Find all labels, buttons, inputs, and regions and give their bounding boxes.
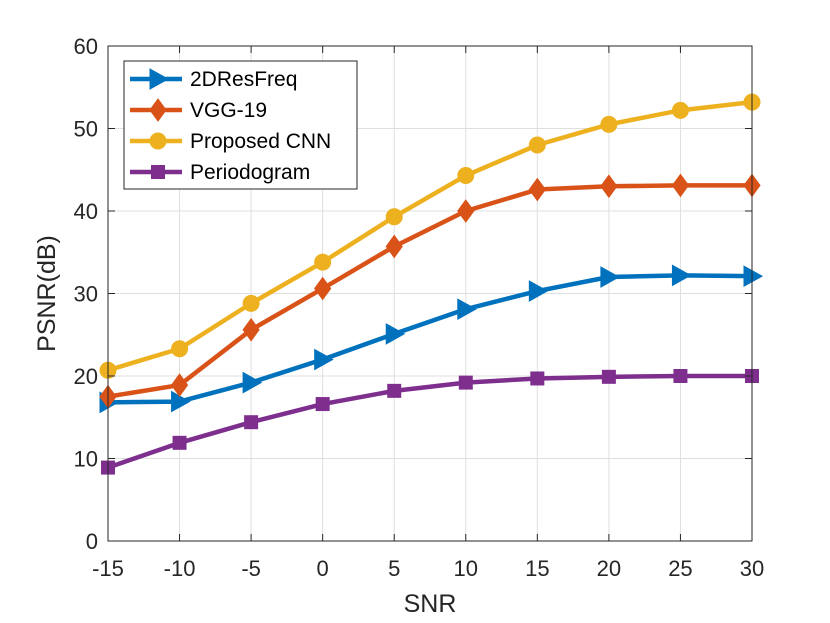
data-point-vgg-19 bbox=[385, 234, 403, 259]
y-axis-title: PSNR(dB) bbox=[33, 235, 61, 352]
x-tick-label: -5 bbox=[241, 556, 261, 581]
x-tick-label: 15 bbox=[525, 556, 549, 581]
data-point-periodogram bbox=[530, 371, 545, 386]
data-point-vgg-19 bbox=[457, 199, 475, 223]
data-point-2dresfreq bbox=[385, 323, 406, 345]
data-point-vgg-19 bbox=[600, 174, 618, 199]
data-point-vgg-19 bbox=[671, 173, 690, 198]
x-tick-label: -15 bbox=[92, 556, 124, 581]
data-point-2dresfreq bbox=[457, 298, 477, 321]
data-point-proposed-cnn bbox=[242, 294, 260, 312]
legend: 2DResFreq VGG-19 Proposed CNN Periodogram bbox=[123, 60, 358, 190]
data-point-2dresfreq bbox=[528, 280, 549, 302]
data-point-periodogram bbox=[458, 375, 473, 390]
axis-ticks: -15 -10 -5 0 5 10 15 20 25 30 0 10 20 30 40 50 60 bbox=[74, 34, 765, 581]
y-tick-label: 60 bbox=[74, 34, 98, 59]
data-point-proposed-cnn bbox=[385, 208, 403, 226]
series-2dresfreq bbox=[99, 264, 764, 414]
legend-entry-proposed-cnn: Proposed CNN bbox=[130, 130, 331, 153]
data-point-proposed-cnn bbox=[457, 167, 475, 185]
y-tick-label: 20 bbox=[74, 364, 98, 389]
series-line-periodogram bbox=[105, 373, 755, 470]
y-tick-label: 30 bbox=[74, 282, 98, 307]
legend-label: 2DResFreq bbox=[190, 68, 297, 91]
y-tick-label: 0 bbox=[86, 529, 98, 554]
data-point-periodogram bbox=[673, 369, 688, 383]
x-tick-label: 0 bbox=[317, 556, 329, 581]
data-point-vgg-19 bbox=[242, 317, 260, 342]
data-point-periodogram bbox=[244, 415, 259, 430]
y-tick-label: 40 bbox=[74, 199, 98, 224]
x-tick-label: 10 bbox=[454, 556, 478, 581]
legend-marker bbox=[149, 68, 170, 90]
legend-label: Proposed CNN bbox=[190, 130, 331, 153]
series-line-2dresfreq bbox=[105, 273, 755, 405]
data-point-vgg-19 bbox=[528, 177, 546, 202]
data-point-2dresfreq bbox=[242, 371, 263, 394]
data-point-proposed-cnn bbox=[528, 136, 546, 154]
legend-marker bbox=[151, 165, 165, 179]
series-line-proposed-cnn bbox=[105, 99, 755, 373]
y-tick-label: 50 bbox=[74, 117, 98, 142]
data-point-vgg-19 bbox=[170, 373, 189, 397]
x-tick-label: 20 bbox=[597, 556, 621, 581]
data-point-2dresfreq bbox=[314, 348, 334, 371]
data-point-proposed-cnn bbox=[171, 340, 189, 358]
data-point-proposed-cnn bbox=[671, 101, 689, 119]
series-proposed-cnn bbox=[99, 93, 761, 379]
data-point-periodogram bbox=[172, 435, 187, 450]
x-tick-label: 5 bbox=[388, 556, 400, 581]
x-tick-label: -10 bbox=[164, 556, 196, 581]
legend-entry-periodogram: Periodogram bbox=[130, 161, 310, 184]
data-point-vgg-19 bbox=[314, 276, 332, 301]
legend-marker bbox=[149, 132, 167, 150]
legend-entry-2dresfreq: 2DResFreq bbox=[130, 68, 297, 91]
data-point-periodogram bbox=[387, 383, 402, 398]
data-point-2dresfreq bbox=[600, 266, 620, 288]
x-axis-title: SNR bbox=[404, 590, 457, 618]
data-point-2dresfreq bbox=[171, 390, 191, 413]
data-point-proposed-cnn bbox=[314, 253, 332, 271]
legend-label: Periodogram bbox=[190, 161, 310, 184]
legend-marker bbox=[149, 98, 167, 122]
series-layer bbox=[99, 93, 764, 475]
data-point-2dresfreq bbox=[743, 265, 764, 288]
y-tick-label: 10 bbox=[74, 447, 98, 472]
legend-entry-vgg-19: VGG-19 bbox=[130, 98, 267, 122]
data-point-2dresfreq bbox=[671, 264, 692, 287]
series-vgg-19 bbox=[99, 173, 761, 409]
legend-label: VGG-19 bbox=[190, 99, 267, 122]
x-tick-label: 25 bbox=[668, 556, 692, 581]
data-point-periodogram bbox=[601, 369, 616, 384]
series-line-vgg-19 bbox=[105, 183, 755, 399]
data-point-proposed-cnn bbox=[600, 115, 618, 133]
data-point-periodogram bbox=[315, 397, 330, 412]
x-tick-label: 30 bbox=[740, 556, 764, 581]
